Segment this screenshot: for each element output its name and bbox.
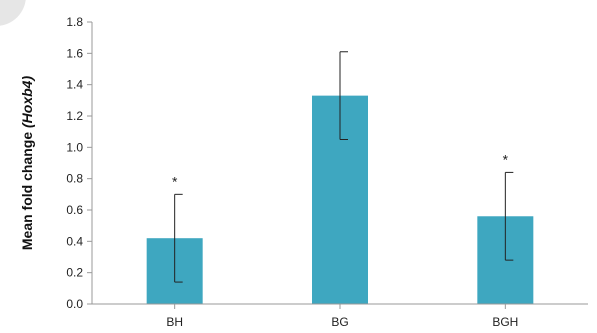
y-axis-title: Mean fold change (Hoxb4) bbox=[19, 76, 35, 251]
corner-decoration bbox=[0, 0, 26, 26]
y-tick-label: 1.4 bbox=[66, 78, 83, 92]
y-tick-label: 0.2 bbox=[66, 266, 83, 280]
y-axis-ticks: 0.0 0.2 0.4 0.6 0.8 1.0 1.2 1.4 1.6 1.8 bbox=[66, 15, 92, 311]
y-tick-label: 0.0 bbox=[66, 297, 83, 311]
x-tick-label: BH bbox=[166, 315, 183, 329]
y-axis-title-main: Mean fold change bbox=[19, 128, 35, 250]
y-tick-label: 1.6 bbox=[66, 46, 83, 60]
significance-marker: * bbox=[503, 151, 509, 167]
y-tick-label: 1.2 bbox=[66, 109, 83, 123]
significance-marker: * bbox=[172, 173, 178, 189]
y-tick-label: 0.6 bbox=[66, 203, 83, 217]
error-bars bbox=[174, 51, 514, 283]
x-tick-label: BG bbox=[331, 315, 348, 329]
y-tick-label: 1.0 bbox=[66, 140, 83, 154]
x-tick-label: BGH bbox=[492, 315, 518, 329]
y-tick-label: 0.8 bbox=[66, 172, 83, 186]
x-axis-labels: BH BG BGH bbox=[166, 304, 518, 329]
y-tick-label: 1.8 bbox=[66, 15, 83, 29]
y-tick-label: 0.4 bbox=[66, 234, 83, 248]
y-axis-title-gene: (Hoxb4) bbox=[19, 76, 35, 128]
significance-markers: ** bbox=[172, 151, 509, 189]
